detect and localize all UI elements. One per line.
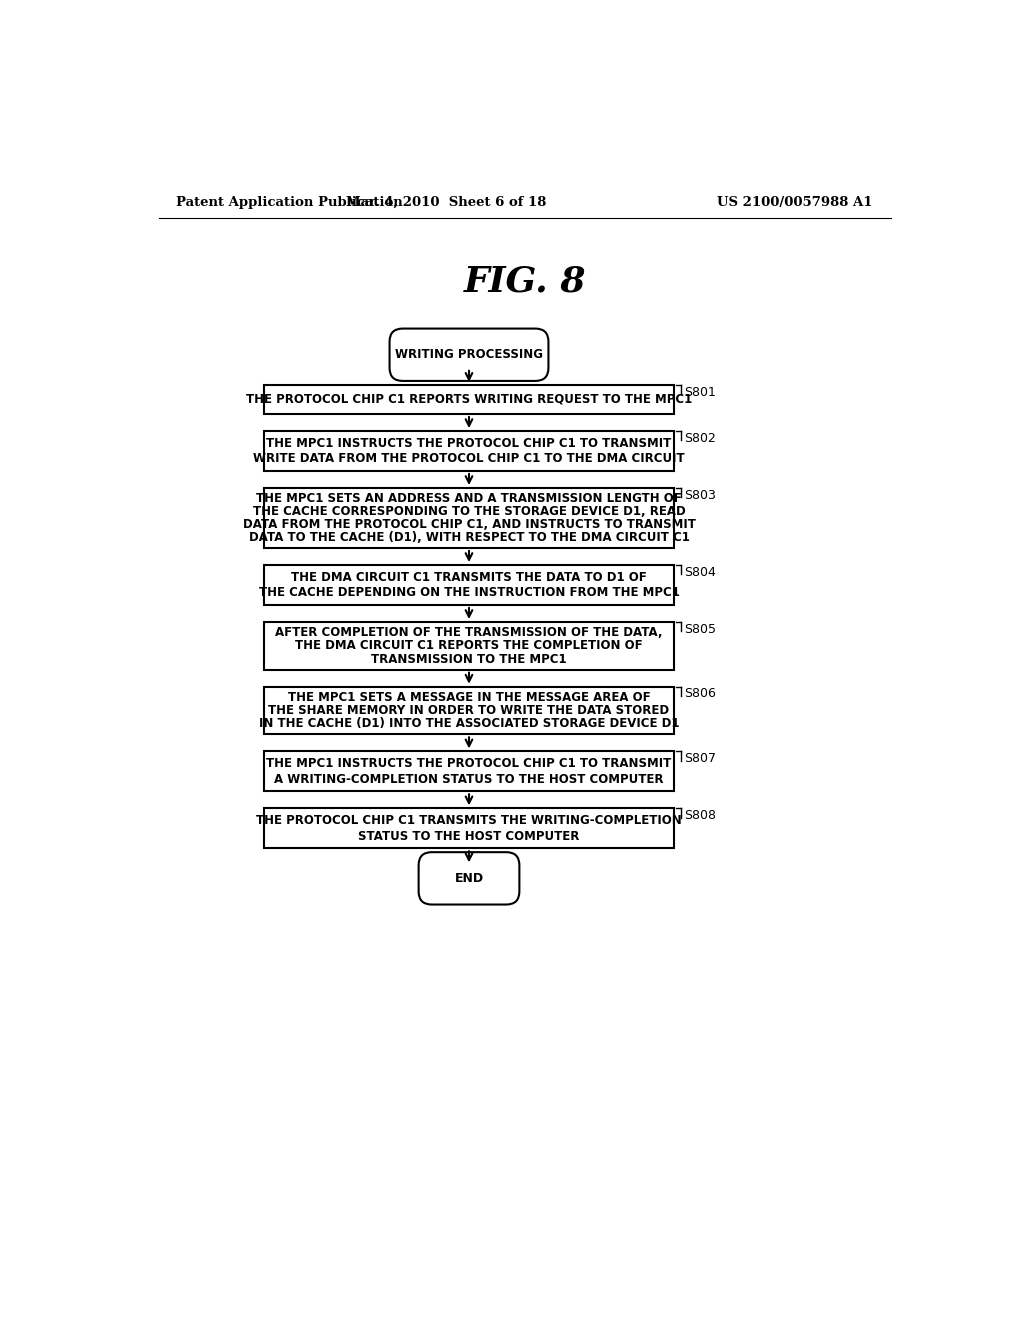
Text: WRITING PROCESSING: WRITING PROCESSING — [395, 348, 543, 362]
Text: THE SHARE MEMORY IN ORDER TO WRITE THE DATA STORED: THE SHARE MEMORY IN ORDER TO WRITE THE D… — [268, 704, 670, 717]
Text: THE MPC1 SETS AN ADDRESS AND A TRANSMISSION LENGTH OF: THE MPC1 SETS AN ADDRESS AND A TRANSMISS… — [256, 492, 682, 506]
Text: THE CACHE DEPENDING ON THE INSTRUCTION FROM THE MPC1: THE CACHE DEPENDING ON THE INSTRUCTION F… — [259, 586, 680, 599]
Text: THE MPC1 INSTRUCTS THE PROTOCOL CHIP C1 TO TRANSMIT: THE MPC1 INSTRUCTS THE PROTOCOL CHIP C1 … — [266, 758, 672, 770]
Text: THE MPC1 SETS A MESSAGE IN THE MESSAGE AREA OF: THE MPC1 SETS A MESSAGE IN THE MESSAGE A… — [288, 690, 650, 704]
Bar — [263, 565, 675, 605]
Text: S802: S802 — [684, 432, 716, 445]
Text: S807: S807 — [684, 752, 716, 766]
Bar — [263, 622, 675, 669]
Text: AFTER COMPLETION OF THE TRANSMISSION OF THE DATA,: AFTER COMPLETION OF THE TRANSMISSION OF … — [275, 626, 663, 639]
Text: IN THE CACHE (D1) INTO THE ASSOCIATED STORAGE DEVICE D1: IN THE CACHE (D1) INTO THE ASSOCIATED ST… — [259, 717, 679, 730]
Text: S806: S806 — [684, 688, 716, 701]
Bar — [263, 488, 675, 548]
Bar — [263, 751, 675, 792]
Text: DATA FROM THE PROTOCOL CHIP C1, AND INSTRUCTS TO TRANSMIT: DATA FROM THE PROTOCOL CHIP C1, AND INST… — [243, 517, 695, 531]
Text: DATA TO THE CACHE (D1), WITH RESPECT TO THE DMA CIRCUIT C1: DATA TO THE CACHE (D1), WITH RESPECT TO … — [249, 531, 689, 544]
Bar — [263, 686, 675, 734]
Bar — [263, 385, 675, 414]
Text: S804: S804 — [684, 566, 716, 578]
Text: STATUS TO THE HOST COMPUTER: STATUS TO THE HOST COMPUTER — [358, 829, 580, 842]
Text: Mar. 4, 2010  Sheet 6 of 18: Mar. 4, 2010 Sheet 6 of 18 — [345, 195, 546, 209]
Text: THE DMA CIRCUIT C1 TRANSMITS THE DATA TO D1 OF: THE DMA CIRCUIT C1 TRANSMITS THE DATA TO… — [291, 570, 647, 583]
Text: A WRITING-COMPLETION STATUS TO THE HOST COMPUTER: A WRITING-COMPLETION STATUS TO THE HOST … — [274, 772, 664, 785]
Text: TRANSMISSION TO THE MPC1: TRANSMISSION TO THE MPC1 — [371, 652, 567, 665]
Text: S803: S803 — [684, 488, 716, 502]
Text: US 2100/0057988 A1: US 2100/0057988 A1 — [717, 195, 872, 209]
FancyBboxPatch shape — [389, 329, 549, 381]
Text: WRITE DATA FROM THE PROTOCOL CHIP C1 TO THE DMA CIRCUIT: WRITE DATA FROM THE PROTOCOL CHIP C1 TO … — [253, 453, 685, 465]
Bar — [263, 432, 675, 471]
Text: S805: S805 — [684, 623, 716, 636]
Text: THE PROTOCOL CHIP C1 TRANSMITS THE WRITING-COMPLETION: THE PROTOCOL CHIP C1 TRANSMITS THE WRITI… — [256, 814, 682, 828]
Bar — [263, 808, 675, 849]
Text: FIG. 8: FIG. 8 — [464, 264, 586, 298]
Text: THE CACHE CORRESPONDING TO THE STORAGE DEVICE D1, READ: THE CACHE CORRESPONDING TO THE STORAGE D… — [253, 506, 685, 517]
Text: THE MPC1 INSTRUCTS THE PROTOCOL CHIP C1 TO TRANSMIT: THE MPC1 INSTRUCTS THE PROTOCOL CHIP C1 … — [266, 437, 672, 450]
Text: S801: S801 — [684, 385, 716, 399]
Text: THE PROTOCOL CHIP C1 REPORTS WRITING REQUEST TO THE MPC1: THE PROTOCOL CHIP C1 REPORTS WRITING REQ… — [246, 393, 692, 407]
Text: Patent Application Publication: Patent Application Publication — [176, 195, 402, 209]
Text: THE DMA CIRCUIT C1 REPORTS THE COMPLETION OF: THE DMA CIRCUIT C1 REPORTS THE COMPLETIO… — [295, 639, 643, 652]
Text: END: END — [455, 871, 483, 884]
FancyBboxPatch shape — [419, 853, 519, 904]
Text: S808: S808 — [684, 809, 716, 822]
